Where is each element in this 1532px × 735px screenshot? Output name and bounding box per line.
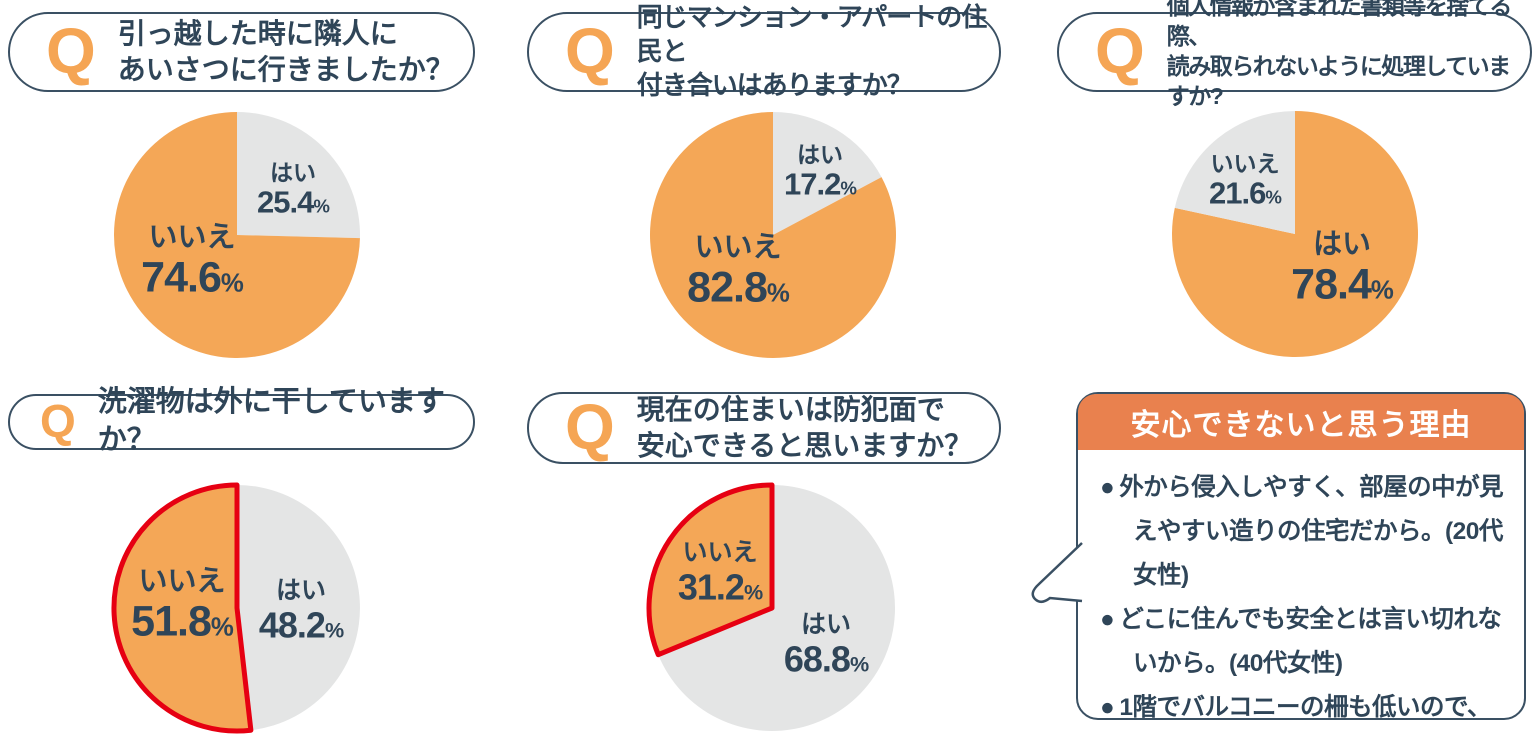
- percent-sign: %: [1370, 276, 1394, 305]
- pie-slice-name: いいえ: [138, 565, 226, 598]
- percent-sign: %: [324, 616, 344, 642]
- bullet-icon: ●: [1100, 474, 1115, 501]
- reasons-box: 安心できないと思う理由 ● 外から侵入しやすく、部屋の中が見えやすい造りの住宅だか…: [1031, 392, 1526, 721]
- percent-sign: %: [743, 578, 763, 604]
- pie-slice-label: いいえ 74.6%: [141, 221, 244, 302]
- reason-text: どこに住んでも安全とは言い切れないから。(40代女性): [1119, 606, 1502, 678]
- question-line: あいさつに行きましたか？: [117, 54, 454, 85]
- q-mark-icon: Q: [40, 395, 76, 448]
- pie-value: 78.4: [1291, 260, 1372, 309]
- reason-item: ●1階でバルコニーの柵も低いので、簡単に乗り越えられてしまうから。(40代男性): [1100, 686, 1508, 735]
- question-line: 引っ越した時に隣人に: [117, 17, 398, 49]
- pie-chart-resident-relations: はい 17.2% いいえ 82.8%: [650, 112, 896, 358]
- pie-chart-security-confidence: はい 68.8% いいえ 31.2%: [646, 482, 896, 731]
- question-line: 付き合いはありますか？: [636, 69, 913, 100]
- pie-value: 25.4: [257, 184, 314, 220]
- percent-sign: %: [313, 195, 330, 217]
- question-box-2: Q 同じマンション・アパートの住民と 付き合いはありますか？: [527, 2, 1001, 100]
- pie-value: 51.8: [131, 597, 212, 646]
- question-text-3: 個人情報が含まれた書類等を捨てる際、 読み取られないように処理していますか?: [1167, 0, 1530, 112]
- percent-sign: %: [849, 650, 869, 676]
- question-text-5: 現在の住まいは防犯面で 安心できると思いますか？: [637, 392, 972, 465]
- question-box-4: Q 洗濯物は外に干していますか？: [8, 386, 475, 456]
- pie-value: 21.6: [1209, 175, 1266, 211]
- q-mark-icon: Q: [1095, 15, 1145, 88]
- pie-slice-name: いいえ: [694, 231, 782, 264]
- pie-chart-document-disposal: はい 78.4% いいえ 21.6%: [1172, 111, 1419, 357]
- pie-value: 31.2: [677, 565, 745, 607]
- pie-slice-name: はい: [1312, 228, 1371, 261]
- question-text-1: 引っ越した時に隣人に あいさつに行きましたか？: [118, 16, 454, 89]
- pie-value: 68.8: [783, 637, 851, 679]
- bullet-icon: ●: [1100, 694, 1115, 722]
- reason-text: 外から侵入しやすく、部屋の中が見えやすい造りの住宅だから。(20代女性): [1119, 474, 1504, 590]
- reasons-title: 安心できないと思う理由: [1078, 394, 1524, 450]
- percent-sign: %: [1265, 186, 1282, 208]
- pie-value: 82.8: [687, 263, 768, 312]
- reason-item: ● どこに住んでも安全とは言い切れないから。(40代女性): [1100, 598, 1508, 686]
- pie-slice-name: はい: [796, 141, 843, 168]
- pie-chart-greeting-neighbors: はい 25.4% いいえ 74.6%: [113, 112, 360, 358]
- pie-slice-name: いいえ: [682, 538, 758, 567]
- question-line: 洗濯物は外に干していますか？: [97, 386, 445, 456]
- question-line: 現在の住まいは防犯面で: [636, 393, 945, 425]
- pie-svg: [113, 112, 360, 358]
- pie-slice-label: はい 17.2%: [784, 141, 857, 202]
- question-line: 個人情報が含まれた書類等を捨てる際、: [1166, 0, 1513, 50]
- pie-slice-label: いいえ 82.8%: [687, 231, 790, 312]
- pie-value: 17.2: [784, 166, 841, 202]
- question-box-1: Q 引っ越した時に隣人に あいさつに行きましたか？: [8, 12, 475, 92]
- pie-slice-label: はい 68.8%: [783, 610, 869, 679]
- pie-value: 48.2: [258, 603, 326, 645]
- pie-slice-label: はい 78.4%: [1291, 228, 1394, 309]
- question-line: 同じマンション・アパートの住民と: [636, 2, 987, 67]
- pie-slice-name: はい: [275, 576, 326, 605]
- pie-svg: [111, 482, 360, 734]
- pie-slice-name: いいえ: [148, 221, 236, 254]
- q-mark-icon: Q: [46, 15, 96, 88]
- question-line: 安心できると思いますか？: [636, 430, 973, 461]
- pie-slice-label: いいえ 21.6%: [1209, 150, 1282, 211]
- pie-slice-label: はい 48.2%: [258, 576, 344, 645]
- speech-bubble-tail: [1031, 542, 1083, 603]
- q-mark-icon: Q: [565, 391, 615, 464]
- question-text-2: 同じマンション・アパートの住民と 付き合いはありますか？: [637, 1, 999, 102]
- pie-slice-name: いいえ: [1210, 150, 1280, 177]
- percent-sign: %: [840, 177, 857, 199]
- reason-text: 1階でバルコニーの柵も低いので、簡単に乗り越えられてしまうから。(40代男性): [1119, 694, 1491, 722]
- pie-svg: [646, 482, 896, 731]
- pie-svg: [1172, 111, 1419, 357]
- question-box-3: Q 個人情報が含まれた書類等を捨てる際、 読み取られないように処理していますか?: [1057, 0, 1532, 109]
- pie-slice-name: はい: [269, 159, 316, 186]
- percent-sign: %: [210, 613, 234, 642]
- reasons-list: ● 外から侵入しやすく、部屋の中が見えやすい造りの住宅だから。(20代女性) ● ど…: [1078, 466, 1524, 735]
- question-line: 読み取られないように処理していますか?: [1166, 53, 1511, 109]
- pie-slice-name: はい: [800, 610, 851, 639]
- q-mark-icon: Q: [565, 15, 615, 88]
- pie-value: 74.6: [141, 253, 222, 302]
- bullet-icon: ●: [1100, 606, 1115, 634]
- percent-sign: %: [220, 269, 244, 298]
- reason-item: ● 外から侵入しやすく、部屋の中が見えやすい造りの住宅だから。(20代女性): [1100, 466, 1508, 598]
- pie-chart-laundry-outside: はい 48.2% いいえ 51.8%: [111, 482, 360, 734]
- percent-sign: %: [766, 279, 790, 308]
- pie-slice-label: いいえ 51.8%: [131, 565, 234, 646]
- question-box-5: Q 現在の住まいは防犯面で 安心できると思いますか？: [527, 392, 1001, 464]
- pie-svg: [650, 112, 896, 358]
- question-text-4: 洗濯物は外に干していますか？: [98, 384, 473, 459]
- pie-slice-label: いいえ 31.2%: [677, 538, 763, 607]
- pie-slice-label: はい 25.4%: [257, 159, 330, 220]
